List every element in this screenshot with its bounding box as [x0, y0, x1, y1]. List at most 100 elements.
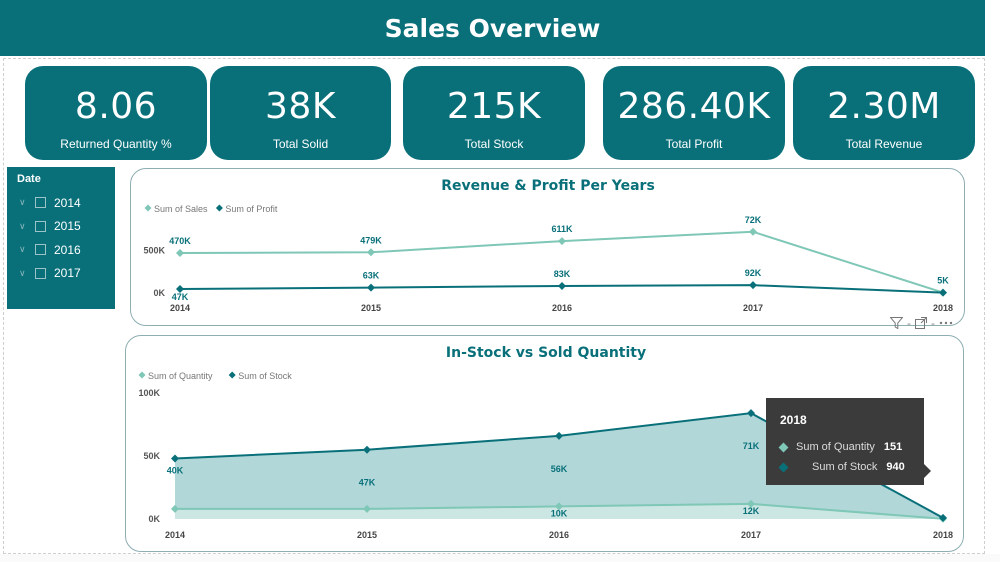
- data-point[interactable]: [176, 249, 184, 258]
- x-tick-label: 2018: [933, 530, 953, 540]
- kpi-card-total-profit[interactable]: 286.40K Total Profit: [603, 66, 785, 160]
- checkbox[interactable]: [35, 244, 46, 256]
- slicer-item-label: 2015: [54, 219, 81, 234]
- stock-sold-chart[interactable]: In-Stock vs Sold Quantity Sum of Quantity…: [126, 336, 965, 553]
- tooltip-value: 940: [886, 461, 905, 473]
- x-tick-label: 2015: [361, 303, 381, 313]
- kpi-card-total-revenue[interactable]: 2.30M Total Revenue: [793, 66, 975, 160]
- data-point[interactable]: [171, 454, 179, 463]
- diamond-icon: [778, 462, 789, 472]
- slicer-item-2015[interactable]: ∨ 2015: [17, 215, 105, 239]
- legend-entry[interactable]: Sum of Quantity: [148, 371, 213, 381]
- data-point[interactable]: [363, 445, 371, 454]
- tooltip-label: Sum of Stock: [812, 461, 878, 473]
- data-point[interactable]: [939, 288, 947, 297]
- data-point[interactable]: [749, 227, 757, 236]
- data-label: 56K: [551, 464, 568, 474]
- y-tick-label: 0K: [153, 288, 165, 298]
- tooltip-value: 151: [883, 441, 903, 453]
- data-label: 47K: [172, 292, 189, 302]
- tooltip-label: Sum of Quantity: [796, 441, 875, 453]
- data-point[interactable]: [367, 283, 375, 292]
- data-point[interactable]: [749, 281, 757, 290]
- chart-tooltip: 2018 Sum of Quantity 151 Sum of Stock 94…: [766, 398, 931, 485]
- checkbox[interactable]: [35, 220, 46, 232]
- revenue-profit-chart-card[interactable]: Revenue & Profit Per Years Sum of Sales Su…: [130, 168, 965, 326]
- chart-title: In-Stock vs Sold Quantity: [446, 345, 646, 361]
- tooltip-title: 2018: [780, 413, 807, 427]
- legend-entry[interactable]: Sum of Sales: [154, 204, 208, 214]
- chart-title: Revenue & Profit Per Years: [441, 178, 655, 194]
- data-label: 71K: [743, 441, 760, 451]
- kpi-label: Total Profit: [665, 137, 723, 151]
- slicer-item-2017[interactable]: ∨ 2017: [17, 262, 105, 286]
- data-point[interactable]: [555, 431, 563, 440]
- data-point[interactable]: [176, 285, 184, 294]
- data-point[interactable]: [555, 502, 563, 511]
- data-label: 63K: [363, 271, 380, 281]
- legend-marker-icon[interactable]: [215, 204, 223, 212]
- kpi-label: Total Revenue: [845, 137, 923, 151]
- kpi-card-total-solid[interactable]: 38K Total Solid: [210, 66, 391, 160]
- slicer-item-label: 2016: [54, 242, 81, 257]
- legend-entry[interactable]: Sum of Profit: [225, 204, 278, 214]
- kpi-label: Total Stock: [464, 137, 524, 151]
- legend-marker-icon[interactable]: [228, 371, 236, 379]
- filter-icon[interactable]: [890, 317, 903, 329]
- date-slicer: Date ∨ 2014 ∨ 2015 ∨ 2016 ∨ 2017: [7, 167, 115, 309]
- separator-icon: -: [907, 316, 911, 330]
- separator-icon: -: [930, 316, 935, 330]
- y-tick-label: 0K: [148, 514, 160, 524]
- x-tick-label: 2018: [933, 303, 953, 313]
- kpi-label: Returned Quantity %: [60, 137, 172, 151]
- data-point[interactable]: [558, 237, 566, 246]
- data-point[interactable]: [363, 504, 371, 513]
- kpi-value: 286.40K: [617, 86, 771, 127]
- chevron-down-icon[interactable]: ∨: [19, 244, 26, 255]
- y-tick-label: 50K: [143, 451, 160, 461]
- kpi-value: 2.30M: [827, 86, 941, 127]
- page-title: Sales Overview: [384, 13, 601, 43]
- more-options-icon[interactable]: [939, 317, 953, 329]
- data-label: 47K: [359, 478, 376, 488]
- focus-mode-icon[interactable]: [914, 317, 927, 329]
- slicer-item-2016[interactable]: ∨ 2016: [17, 238, 105, 262]
- series-area[interactable]: [175, 413, 943, 519]
- kpi-value: 38K: [265, 86, 336, 127]
- x-tick-label: 2014: [165, 530, 185, 540]
- kpi-value: 8.06: [74, 86, 158, 127]
- data-point[interactable]: [367, 248, 375, 257]
- data-point[interactable]: [171, 504, 179, 513]
- checkbox[interactable]: [35, 267, 46, 279]
- data-label: 12K: [743, 506, 760, 516]
- slicer-item-2014[interactable]: ∨ 2014: [17, 191, 105, 215]
- chevron-down-icon[interactable]: ∨: [19, 267, 26, 278]
- data-point[interactable]: [558, 281, 566, 290]
- page-header: Sales Overview: [0, 0, 985, 56]
- tooltip-row-quantity: Sum of Quantity 151: [778, 437, 910, 457]
- kpi-label: Total Solid: [272, 137, 329, 151]
- data-label: 92K: [745, 268, 762, 278]
- checkbox[interactable]: [35, 197, 46, 209]
- kpi-card-total-stock[interactable]: 215K Total Stock: [403, 66, 585, 160]
- kpi-card-returned-quantity[interactable]: 8.06 Returned Quantity %: [25, 66, 207, 160]
- x-tick-label: 2015: [357, 530, 377, 540]
- legend-marker-icon[interactable]: [144, 204, 152, 212]
- chevron-down-icon[interactable]: ∨: [19, 220, 26, 231]
- data-point[interactable]: [747, 499, 755, 508]
- revenue-profit-chart[interactable]: Revenue & Profit Per Years Sum of Sales Su…: [131, 169, 966, 327]
- legend-marker-icon[interactable]: [138, 371, 146, 379]
- x-tick-label: 2017: [741, 530, 761, 540]
- data-label: 40K: [167, 466, 184, 476]
- y-tick-label: 100K: [138, 388, 160, 398]
- tooltip-pointer: [924, 464, 931, 478]
- chevron-down-icon[interactable]: ∨: [19, 197, 26, 208]
- legend-entry[interactable]: Sum of Stock: [238, 371, 292, 381]
- x-tick-label: 2016: [552, 303, 572, 313]
- data-point[interactable]: [939, 513, 947, 522]
- data-point[interactable]: [747, 409, 755, 418]
- data-label: 479K: [360, 235, 382, 245]
- x-tick-label: 2016: [549, 530, 569, 540]
- visual-header-toolbar: - -: [890, 315, 953, 331]
- diamond-icon: [778, 442, 789, 452]
